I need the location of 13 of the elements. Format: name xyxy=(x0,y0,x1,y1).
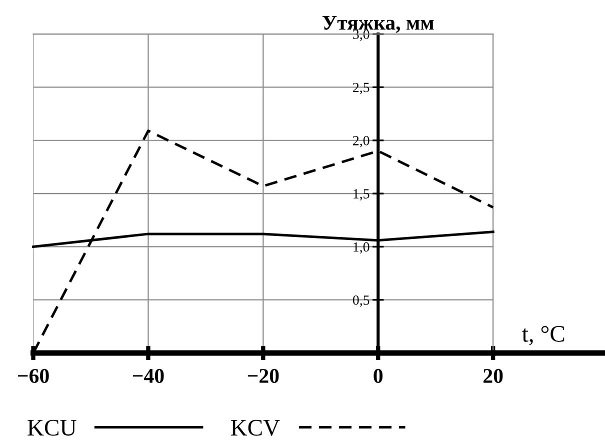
y-tick-label: 1,5 xyxy=(354,189,370,200)
x-axis-title: t, °C xyxy=(522,326,564,346)
x-tick-label: −20 xyxy=(248,368,279,383)
y-tick-label: 1,0 xyxy=(354,242,370,254)
x-tick-label: −40 xyxy=(132,368,164,383)
y-tick-label: 0,5 xyxy=(352,295,370,307)
x-tick-label: 20 xyxy=(484,368,503,383)
y-tick-label: 2,5 xyxy=(353,82,370,94)
legend-label: KCU xyxy=(28,420,76,436)
legend-label: KCV xyxy=(230,420,280,436)
x-tick-label: 0 xyxy=(374,368,383,383)
y-tick-label: 2,0 xyxy=(353,136,370,148)
x-tick-label: −60 xyxy=(18,368,49,383)
